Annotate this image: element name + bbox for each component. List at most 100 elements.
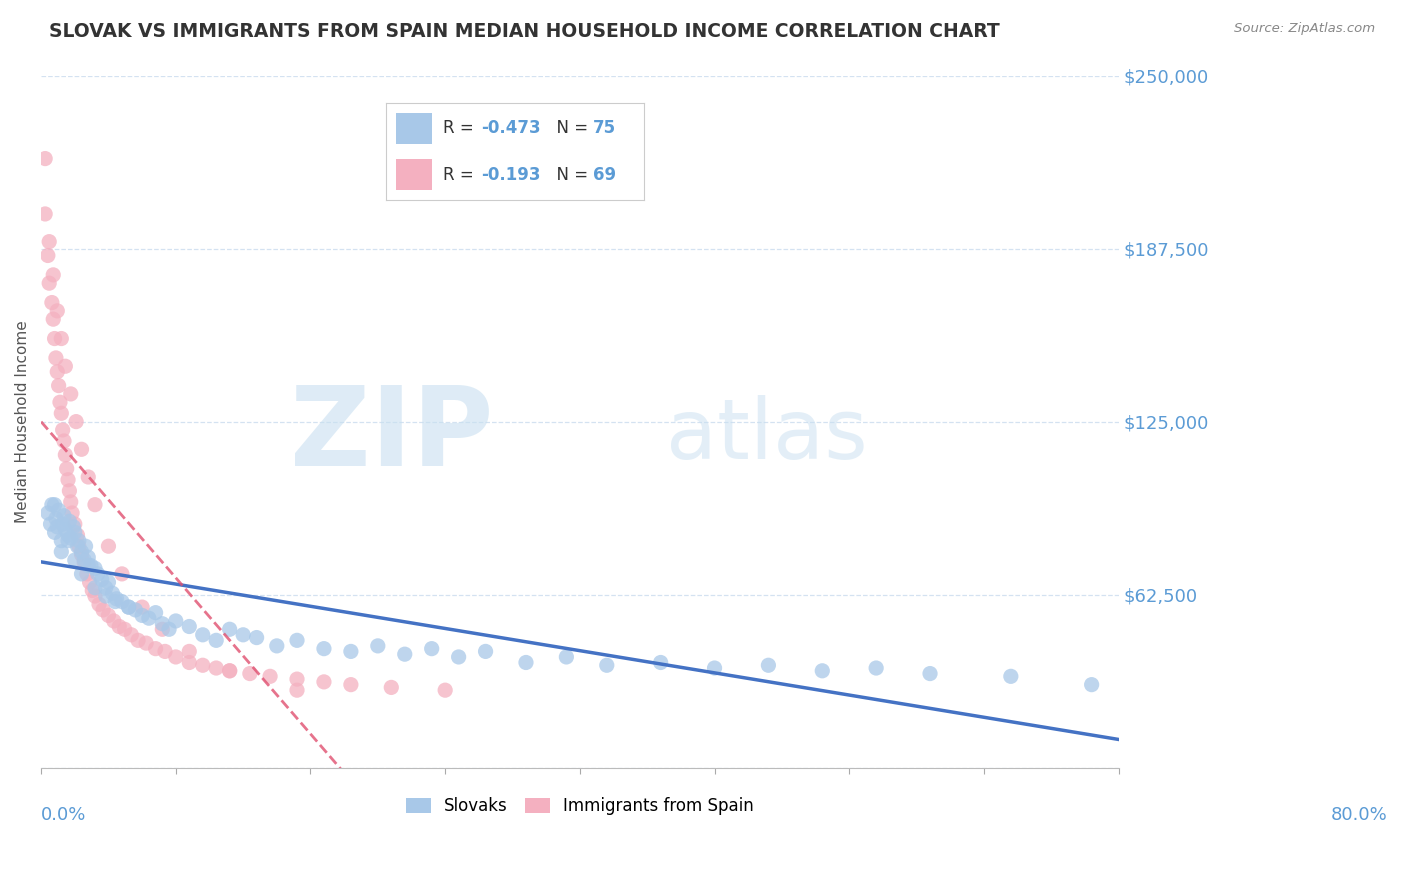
Y-axis label: Median Household Income: Median Household Income [15, 320, 30, 523]
Point [340, 678, 363, 692]
Point [79, 575, 101, 590]
Point [97, 575, 120, 590]
Point [70, 566, 93, 581]
Point [63, 553, 86, 567]
Point [703, 661, 725, 675]
Point [266, 639, 288, 653]
Point [75, 539, 97, 553]
Point [84, 589, 107, 603]
Point [758, 658, 780, 673]
Point [94, 589, 117, 603]
Text: ZIP: ZIP [290, 382, 494, 489]
Point [1080, 678, 1102, 692]
Point [1000, 669, 1022, 683]
Point [77, 558, 100, 573]
Point [84, 561, 107, 575]
Point [51, 545, 73, 559]
Point [191, 658, 214, 673]
Point [44, 498, 66, 512]
Point [127, 633, 149, 648]
Text: 80.0%: 80.0% [1331, 805, 1388, 824]
Point [394, 647, 416, 661]
Point [67, 533, 90, 548]
Point [51, 533, 73, 548]
Point [46, 520, 69, 534]
Point [101, 586, 124, 600]
Point [62, 520, 84, 534]
Point [153, 644, 176, 658]
Point [53, 508, 76, 523]
Point [52, 423, 75, 437]
Point [37, 248, 59, 262]
Point [53, 523, 76, 537]
Point [103, 614, 125, 628]
Point [367, 639, 389, 653]
Point [131, 600, 153, 615]
Point [447, 649, 470, 664]
Point [179, 656, 201, 670]
Point [52, 517, 75, 532]
Text: Source: ZipAtlas.com: Source: ZipAtlas.com [1234, 22, 1375, 36]
Point [80, 558, 103, 573]
Point [218, 664, 240, 678]
Point [380, 681, 402, 695]
Point [65, 415, 87, 429]
Point [59, 495, 82, 509]
Point [56, 528, 79, 542]
Point [56, 533, 79, 548]
Point [218, 664, 240, 678]
Point [420, 641, 443, 656]
Point [46, 304, 69, 318]
Point [97, 539, 120, 553]
Point [34, 152, 56, 166]
Point [94, 581, 117, 595]
Point [73, 556, 96, 570]
Point [51, 406, 73, 420]
Legend: Slovaks, Immigrants from Spain: Slovaks, Immigrants from Spain [399, 790, 761, 822]
Point [114, 622, 136, 636]
Point [51, 332, 73, 346]
Point [650, 656, 672, 670]
Point [145, 606, 167, 620]
Point [59, 387, 82, 401]
Point [246, 631, 269, 645]
Point [66, 539, 89, 553]
Point [46, 365, 69, 379]
Point [312, 641, 335, 656]
Point [285, 633, 308, 648]
Point [179, 619, 201, 633]
Point [48, 378, 70, 392]
Point [86, 566, 108, 581]
Point [145, 641, 167, 656]
Point [340, 644, 363, 658]
Point [55, 461, 77, 475]
Point [434, 683, 457, 698]
Point [67, 539, 90, 553]
Point [49, 395, 72, 409]
Point [150, 616, 173, 631]
Point [90, 573, 112, 587]
Point [191, 628, 214, 642]
Point [111, 594, 134, 608]
Point [41, 498, 63, 512]
Point [312, 674, 335, 689]
Point [205, 661, 228, 675]
Point [87, 598, 110, 612]
Point [76, 566, 98, 581]
Point [84, 581, 107, 595]
Point [135, 636, 157, 650]
Point [60, 506, 83, 520]
Point [131, 608, 153, 623]
Point [205, 633, 228, 648]
Point [596, 658, 619, 673]
Point [82, 583, 104, 598]
Point [218, 622, 240, 636]
Point [45, 351, 67, 365]
Point [53, 359, 76, 374]
Point [165, 649, 187, 664]
Point [42, 312, 65, 326]
Point [865, 661, 887, 675]
Point [108, 619, 131, 633]
Point [105, 591, 128, 606]
Point [73, 553, 96, 567]
